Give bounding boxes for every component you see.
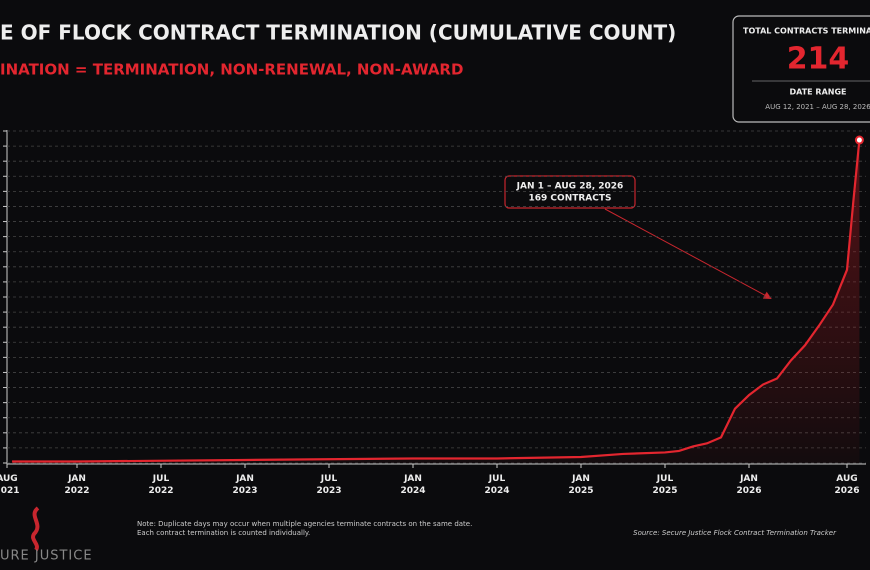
chart-subtitle: INATION = TERMINATION, NON-RENEWAL, NON-… — [0, 61, 463, 79]
annotation-box — [504, 175, 636, 209]
x-tick-label: AUG2021 — [0, 474, 20, 496]
end-point — [854, 135, 864, 145]
summary-total: 214 — [787, 42, 850, 77]
annotation-text: 169 CONTRACTS — [529, 194, 612, 204]
x-tick-label: JUL 2023 — [316, 474, 341, 496]
x-tick-label: JAN 2026 — [736, 474, 761, 496]
x-tick-label: JAN 2024 — [400, 474, 425, 496]
annotation-text: JAN 1 – AUG 28, 2026 — [516, 182, 624, 192]
x-tick-label: JAN 2023 — [232, 474, 257, 496]
chart-title: E OF FLOCK CONTRACT TERMINATION (CUMULAT… — [0, 21, 676, 45]
annotation-arrow — [604, 208, 772, 299]
source: Source: Secure Justice Flock Contract Te… — [633, 529, 837, 537]
x-tick-label: JAN 2025 — [568, 474, 593, 496]
x-tick-label: JUL 2024 — [484, 474, 509, 496]
logo-mark — [31, 506, 40, 552]
x-tick-label: JUL 2025 — [652, 474, 677, 496]
line — [12, 139, 861, 463]
summary-range: AUG 12, 2021 – AUG 28, 2026 — [765, 103, 870, 111]
area — [12, 140, 860, 463]
summary-range-heading: DATE RANGE — [790, 88, 847, 97]
x-tick-label: JUL 2022 — [148, 474, 173, 496]
x-tick-label: JAN 2022 — [64, 474, 89, 496]
summary-heading: TOTAL CONTRACTS TERMINA — [743, 27, 870, 36]
note: Each contract termination is counted ind… — [137, 529, 310, 537]
logo-text: URE JUSTICE — [0, 549, 93, 564]
note: Note: Duplicate days may occur when mult… — [137, 520, 472, 528]
x-tick-label: AUG 2026 — [834, 474, 859, 496]
summary-box — [732, 15, 870, 123]
